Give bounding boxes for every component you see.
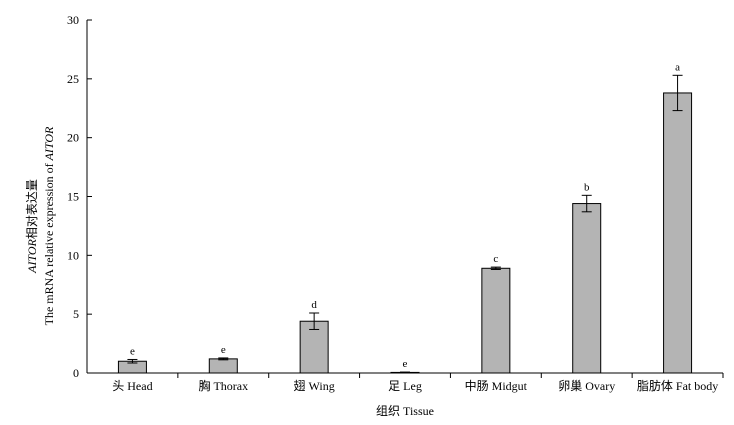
x-axis-title: 组织 Tissue [376, 404, 434, 418]
x-tick-label: 足 Leg [388, 379, 422, 393]
bar [663, 92, 693, 374]
significance-label: e [130, 345, 135, 357]
bar-group: a [663, 61, 693, 374]
bar [481, 267, 511, 374]
bar-group: e [208, 344, 238, 374]
y-axis-ticks: 0 5 10 15 20 25 30 [67, 13, 92, 380]
bar [208, 358, 238, 374]
y-tick-label: 20 [67, 131, 79, 145]
bar [572, 203, 602, 374]
y-axis-title-line-1: AITOR相对表达量 [25, 179, 39, 274]
y-tick-label: 10 [67, 248, 79, 262]
x-tick-label: 脂肪体 Fat body [637, 378, 718, 393]
x-tick-label: 中肠 Midgut [465, 378, 528, 393]
y-tick-label: 30 [67, 13, 79, 27]
significance-label: e [403, 358, 408, 370]
x-axis-ticks: 头 Head 胸 Thorax 翅 Wing 足 Leg 中肠 Midgut 卵巢 Ova… [112, 373, 724, 393]
bar-group: d [299, 299, 329, 374]
bar-group: b [572, 181, 602, 374]
bars: e e d e c b a [117, 61, 693, 374]
bar-group: e [390, 358, 420, 374]
y-tick-label: 0 [73, 366, 79, 380]
significance-label: a [675, 61, 680, 73]
significance-label: e [221, 344, 226, 356]
x-tick-label: 翅 Wing [294, 378, 335, 393]
y-axis-title-line-2: The mRNA relative expression of AITOR [42, 126, 56, 325]
significance-label: d [311, 299, 317, 311]
axes [86, 20, 723, 374]
significance-label: b [584, 181, 590, 193]
y-tick-label: 25 [67, 72, 79, 86]
x-tick-label: 头 Head [112, 379, 152, 393]
y-tick-label: 15 [67, 190, 79, 204]
significance-label: c [493, 253, 498, 265]
y-axis-title: AITOR相对表达量 The mRNA relative expression … [25, 126, 56, 325]
y-tick-label: 5 [73, 307, 79, 321]
bar-group: c [481, 253, 511, 374]
x-tick-label: 胸 Thorax [198, 378, 248, 393]
bar-group: e [117, 345, 147, 374]
x-tick-label: 卵巢 Ovary [558, 379, 615, 393]
